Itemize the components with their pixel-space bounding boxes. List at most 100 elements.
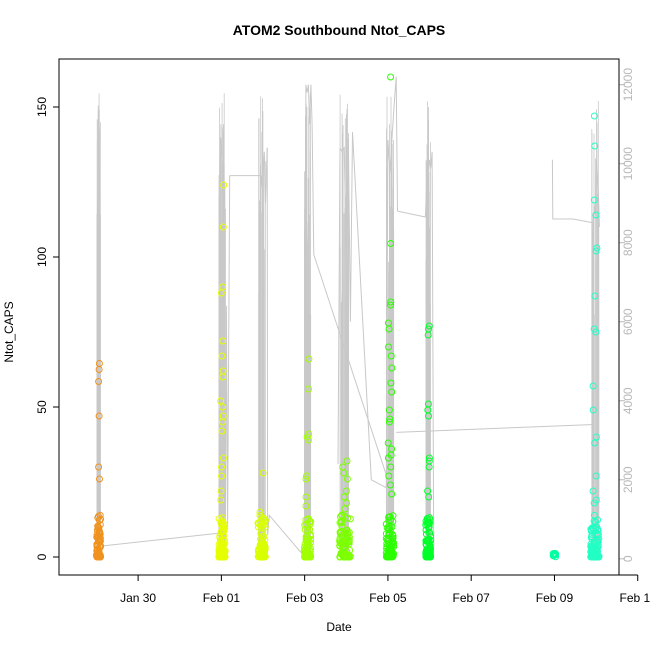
data-point bbox=[422, 537, 430, 545]
data-point bbox=[217, 289, 225, 297]
x-tick-label: Feb 09 bbox=[536, 591, 574, 605]
data-point bbox=[588, 532, 596, 540]
data-point bbox=[386, 481, 394, 489]
x-tick-label: Feb 03 bbox=[286, 591, 324, 605]
data-point bbox=[219, 514, 227, 522]
y2-tick-label: 0 bbox=[621, 555, 635, 562]
data-point bbox=[95, 463, 103, 471]
data-point bbox=[387, 463, 395, 471]
y2-tick-label: 6000 bbox=[621, 308, 635, 335]
data-point bbox=[95, 412, 103, 420]
data-point bbox=[96, 534, 104, 542]
data-point bbox=[306, 520, 314, 528]
y-axis-label: Ntot_CAPS bbox=[2, 301, 16, 362]
data-point bbox=[302, 475, 310, 483]
data-point bbox=[218, 472, 225, 480]
y-tick-label: 150 bbox=[35, 97, 49, 117]
data-point bbox=[592, 328, 600, 336]
data-point bbox=[591, 292, 599, 300]
data-point bbox=[425, 412, 432, 420]
data-point bbox=[219, 553, 227, 561]
data-point bbox=[305, 436, 312, 444]
data-point bbox=[95, 366, 103, 373]
data-point bbox=[389, 534, 397, 542]
data-point bbox=[589, 487, 597, 495]
data-point bbox=[259, 541, 267, 548]
data-point bbox=[423, 536, 431, 544]
data-point bbox=[342, 540, 350, 548]
data-point bbox=[217, 397, 225, 405]
gray-line-segment bbox=[311, 124, 389, 480]
data-point bbox=[387, 73, 395, 81]
data-point bbox=[592, 472, 600, 480]
y2-tick-label: 2000 bbox=[621, 466, 635, 493]
data-point bbox=[302, 546, 309, 554]
plot-layer: 0 50 100 150 0 2000 4000 6000 8000 10000 12000 Jan … bbox=[35, 68, 650, 605]
data-point bbox=[304, 538, 312, 546]
data-point bbox=[425, 528, 433, 536]
gray-line-segment bbox=[397, 210, 426, 218]
data-point bbox=[590, 499, 598, 507]
x-tick-label: Jan 30 bbox=[120, 591, 156, 605]
data-point bbox=[305, 385, 312, 393]
data-point bbox=[96, 521, 104, 529]
data-point bbox=[425, 463, 433, 471]
data-point bbox=[256, 508, 264, 516]
data-point bbox=[390, 543, 398, 550]
data-point bbox=[344, 529, 352, 537]
data-point bbox=[386, 530, 394, 538]
data-point bbox=[215, 549, 223, 557]
data-point bbox=[589, 552, 597, 560]
x-tick-label: Feb 05 bbox=[369, 591, 407, 605]
data-point bbox=[342, 487, 350, 495]
data-point bbox=[217, 519, 225, 527]
data-point bbox=[589, 406, 597, 414]
data-point bbox=[219, 337, 227, 345]
data-point bbox=[386, 415, 394, 423]
data-point bbox=[383, 553, 391, 561]
data-point bbox=[219, 418, 226, 426]
data-point bbox=[425, 454, 433, 462]
y-tick-label: 50 bbox=[35, 400, 49, 414]
data-point bbox=[219, 403, 226, 411]
data-point bbox=[425, 322, 433, 330]
data-point bbox=[303, 472, 310, 480]
data-point bbox=[590, 196, 598, 204]
data-point bbox=[219, 223, 227, 231]
data-point bbox=[343, 475, 351, 483]
data-point bbox=[217, 553, 225, 561]
data-point bbox=[384, 454, 392, 462]
data-point bbox=[218, 463, 225, 471]
x-tick-label: Feb 01 bbox=[203, 591, 241, 605]
gray-line-segment bbox=[352, 132, 387, 489]
y2-tick-label: 4000 bbox=[621, 387, 635, 414]
data-point bbox=[218, 427, 226, 435]
data-point bbox=[219, 373, 227, 381]
data-point bbox=[302, 502, 310, 510]
data-point bbox=[385, 513, 393, 521]
data-point bbox=[217, 496, 225, 504]
data-point bbox=[386, 552, 394, 560]
data-point bbox=[338, 522, 346, 530]
data-point bbox=[387, 298, 395, 306]
data-point bbox=[387, 240, 395, 247]
data-point bbox=[94, 523, 102, 531]
data-point bbox=[220, 181, 228, 189]
data-point bbox=[594, 516, 602, 524]
data-point bbox=[336, 542, 344, 550]
data-point bbox=[591, 142, 599, 150]
data-point bbox=[425, 523, 433, 531]
data-point bbox=[384, 439, 392, 447]
data-point bbox=[593, 244, 601, 252]
data-point bbox=[588, 543, 596, 551]
data-point bbox=[388, 364, 396, 372]
data-point bbox=[306, 553, 314, 561]
data-point bbox=[220, 454, 228, 462]
data-point bbox=[593, 549, 601, 557]
data-point bbox=[336, 553, 344, 561]
data-point bbox=[388, 388, 396, 396]
gray-line-segment bbox=[266, 147, 306, 558]
y-tick-label: 100 bbox=[35, 247, 49, 267]
y2-tick-label: 10000 bbox=[621, 147, 635, 181]
data-point bbox=[96, 553, 104, 560]
